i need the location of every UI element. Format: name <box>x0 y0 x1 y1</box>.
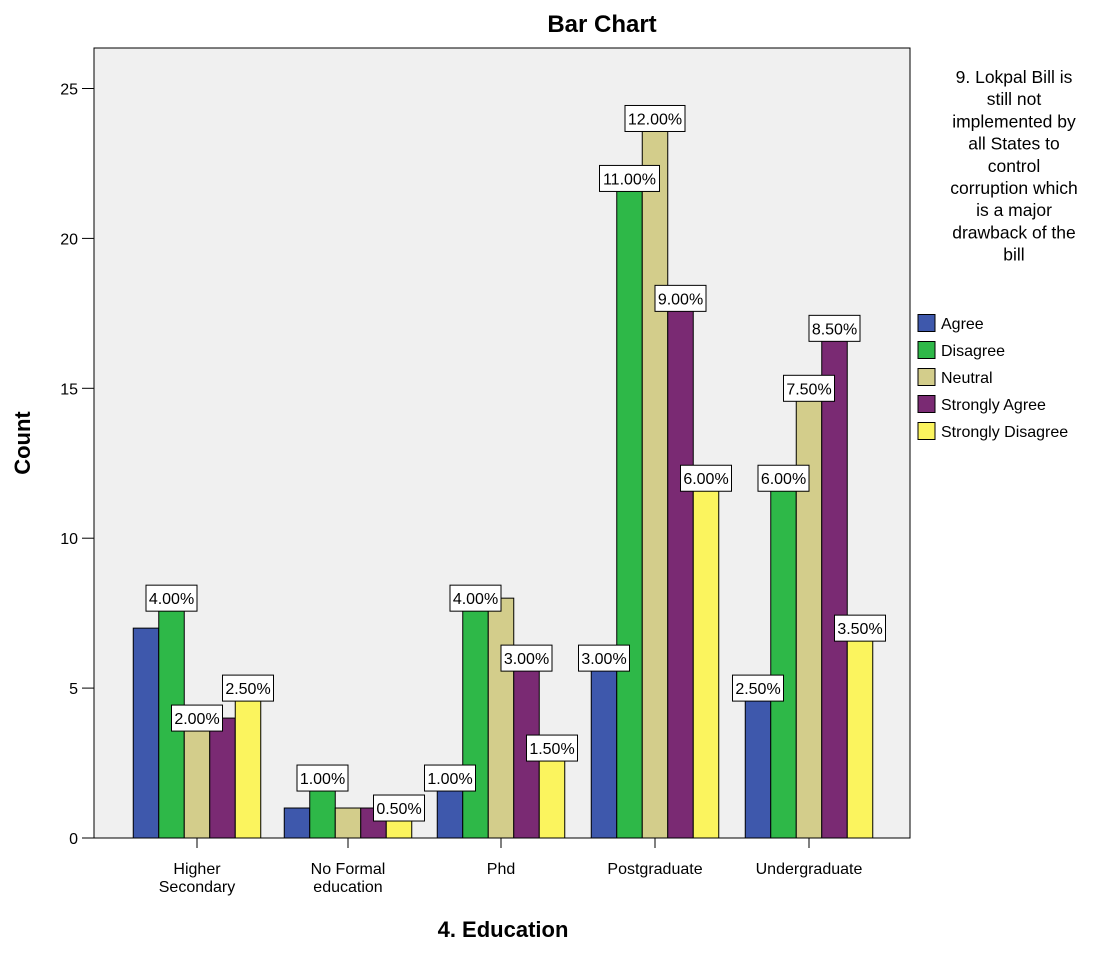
bar <box>132 627 160 839</box>
data-label: 3.00% <box>504 651 549 668</box>
data-label-box <box>373 794 425 822</box>
legend-swatch <box>917 395 936 413</box>
y-tick-label: 25 <box>60 82 78 99</box>
data-label-box <box>578 644 630 672</box>
data-label-box <box>624 104 686 132</box>
x-tick-label: Secondary <box>159 879 236 896</box>
data-label-box <box>732 674 784 702</box>
data-label-box <box>680 464 732 492</box>
legend-label: Strongly Agree <box>941 397 1046 414</box>
data-label: 11.00% <box>603 171 656 188</box>
legend-label: Agree <box>941 316 984 333</box>
bar <box>692 477 720 839</box>
legend-title-line: bill <box>1003 245 1024 265</box>
bar <box>667 297 694 839</box>
bar <box>234 687 262 839</box>
data-label-box <box>834 614 886 642</box>
legend-swatch <box>917 314 936 332</box>
y-tick-label: 20 <box>60 231 78 248</box>
legend-title-line: is a major <box>976 200 1052 220</box>
data-label: 1.50% <box>529 741 574 758</box>
data-label: 6.00% <box>683 471 728 488</box>
data-label: 4.00% <box>453 591 498 608</box>
legend-swatch <box>917 422 936 440</box>
bar <box>744 687 772 839</box>
data-label: 1.00% <box>427 771 472 788</box>
legend-label: Disagree <box>941 343 1005 360</box>
legend-swatch <box>917 341 936 359</box>
data-label: 3.50% <box>837 621 882 638</box>
data-label-box <box>783 374 835 402</box>
x-tick-label: Postgraduate <box>607 861 702 878</box>
data-label: 8.50% <box>812 321 857 338</box>
data-label-box <box>449 584 502 612</box>
data-label: 0.50% <box>376 801 421 818</box>
data-label-box <box>757 464 810 492</box>
bar <box>283 807 311 839</box>
y-tick-label: 0 <box>69 831 78 848</box>
data-label: 4.00% <box>149 591 194 608</box>
y-tick-label: 15 <box>60 381 78 398</box>
data-label-box <box>222 674 274 702</box>
data-label: 7.50% <box>786 381 831 398</box>
y-tick-label: 5 <box>69 681 78 698</box>
x-axis-label: 4. Education <box>438 917 569 942</box>
x-tick-label: Phd <box>487 861 515 878</box>
bar <box>616 177 643 839</box>
bar <box>462 597 489 839</box>
x-tick-label: Undergraduate <box>756 861 863 878</box>
legend-swatch <box>917 368 936 386</box>
bar <box>209 717 236 839</box>
bar <box>795 387 823 839</box>
bar-series-group <box>132 117 874 839</box>
x-tick-label: Higher <box>173 861 221 878</box>
legend-title-line: drawback of the <box>952 222 1076 242</box>
data-label-box <box>526 734 578 762</box>
legend-title-line: control <box>988 156 1041 176</box>
data-label: 3.00% <box>581 651 626 668</box>
data-label-box <box>500 644 553 672</box>
legend-label: Strongly Disagree <box>941 424 1068 441</box>
x-tick-label: education <box>313 879 382 896</box>
data-label: 9.00% <box>658 291 703 308</box>
chart-title: Bar Chart <box>547 11 656 38</box>
data-label: 2.50% <box>225 681 270 698</box>
legend-title-line: implemented by <box>952 111 1076 131</box>
legend-title-line: corruption which <box>950 178 1077 198</box>
data-label: 12.00% <box>628 111 682 128</box>
data-label: 2.50% <box>735 681 780 698</box>
data-label-box <box>808 314 861 342</box>
legend-title-line: 9. Lokpal Bill is <box>956 67 1073 87</box>
data-label-box <box>296 764 349 792</box>
legend-title-line: still not <box>987 89 1042 109</box>
y-tick-label: 10 <box>60 531 78 548</box>
bar <box>821 327 848 839</box>
legend-title-line: all States to <box>968 134 1059 154</box>
data-label-box <box>654 284 707 312</box>
bar <box>846 627 874 839</box>
data-label-box <box>599 164 660 192</box>
y-axis: 0 5 10 15 20 25 <box>60 48 95 848</box>
bar <box>183 717 211 839</box>
bar <box>770 477 797 839</box>
x-tick-label: No Formal <box>311 861 386 878</box>
bar <box>641 117 669 839</box>
data-label-box <box>145 584 198 612</box>
data-label: 2.00% <box>174 711 219 728</box>
legend-label: Neutral <box>941 370 993 387</box>
data-label-box <box>424 764 476 792</box>
data-label-group: 4.00% 2.00% 2.50% 1.00% 0.50% 1.00% 4.00% 3.00%… <box>145 104 886 822</box>
bar <box>334 807 362 839</box>
bar <box>590 657 618 839</box>
data-label-box <box>171 704 223 732</box>
data-label: 6.00% <box>761 471 806 488</box>
data-label: 1.00% <box>300 771 345 788</box>
y-axis-label: Count <box>10 411 35 475</box>
bar <box>487 597 515 839</box>
